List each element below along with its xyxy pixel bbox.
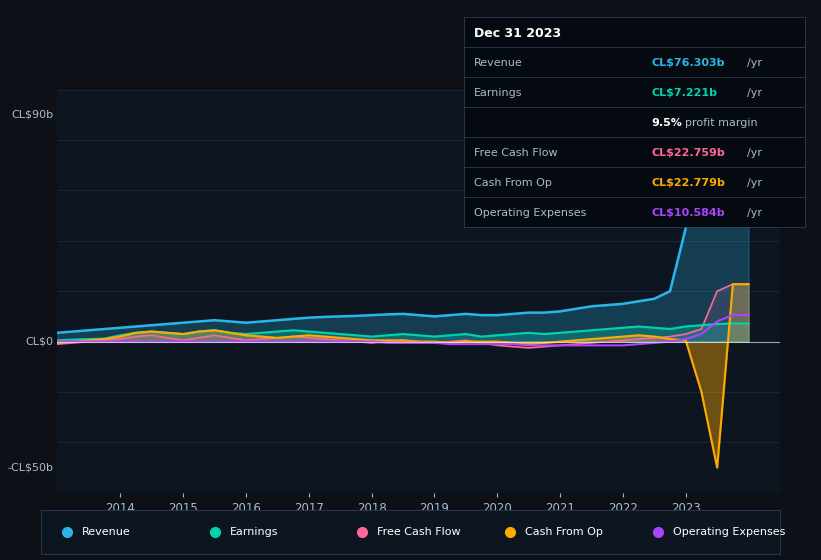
Text: Free Cash Flow: Free Cash Flow — [378, 527, 461, 537]
Text: Dec 31 2023: Dec 31 2023 — [474, 27, 562, 40]
Text: /yr: /yr — [746, 88, 762, 99]
Text: 9.5%: 9.5% — [651, 118, 682, 128]
Text: Earnings: Earnings — [474, 88, 523, 99]
Text: Earnings: Earnings — [230, 527, 278, 537]
Text: Operating Expenses: Operating Expenses — [673, 527, 785, 537]
Text: /yr: /yr — [746, 208, 762, 218]
Text: Cash From Op: Cash From Op — [474, 178, 552, 188]
Text: Revenue: Revenue — [82, 527, 131, 537]
Text: -CL$50b: -CL$50b — [8, 463, 54, 473]
Text: Revenue: Revenue — [474, 58, 523, 68]
Text: Free Cash Flow: Free Cash Flow — [474, 148, 557, 158]
Text: CL$22.779b: CL$22.779b — [651, 178, 725, 188]
Text: CL$0: CL$0 — [25, 337, 54, 347]
Text: CL$22.759b: CL$22.759b — [651, 148, 725, 158]
Text: CL$90b: CL$90b — [11, 110, 54, 120]
Text: /yr: /yr — [746, 178, 762, 188]
Text: Cash From Op: Cash From Op — [525, 527, 603, 537]
Text: Operating Expenses: Operating Expenses — [474, 208, 586, 218]
Text: CL$76.303b: CL$76.303b — [651, 58, 725, 68]
Text: CL$10.584b: CL$10.584b — [651, 208, 725, 218]
Text: CL$7.221b: CL$7.221b — [651, 88, 718, 99]
Text: /yr: /yr — [746, 58, 762, 68]
Text: profit margin: profit margin — [686, 118, 758, 128]
Text: /yr: /yr — [746, 148, 762, 158]
